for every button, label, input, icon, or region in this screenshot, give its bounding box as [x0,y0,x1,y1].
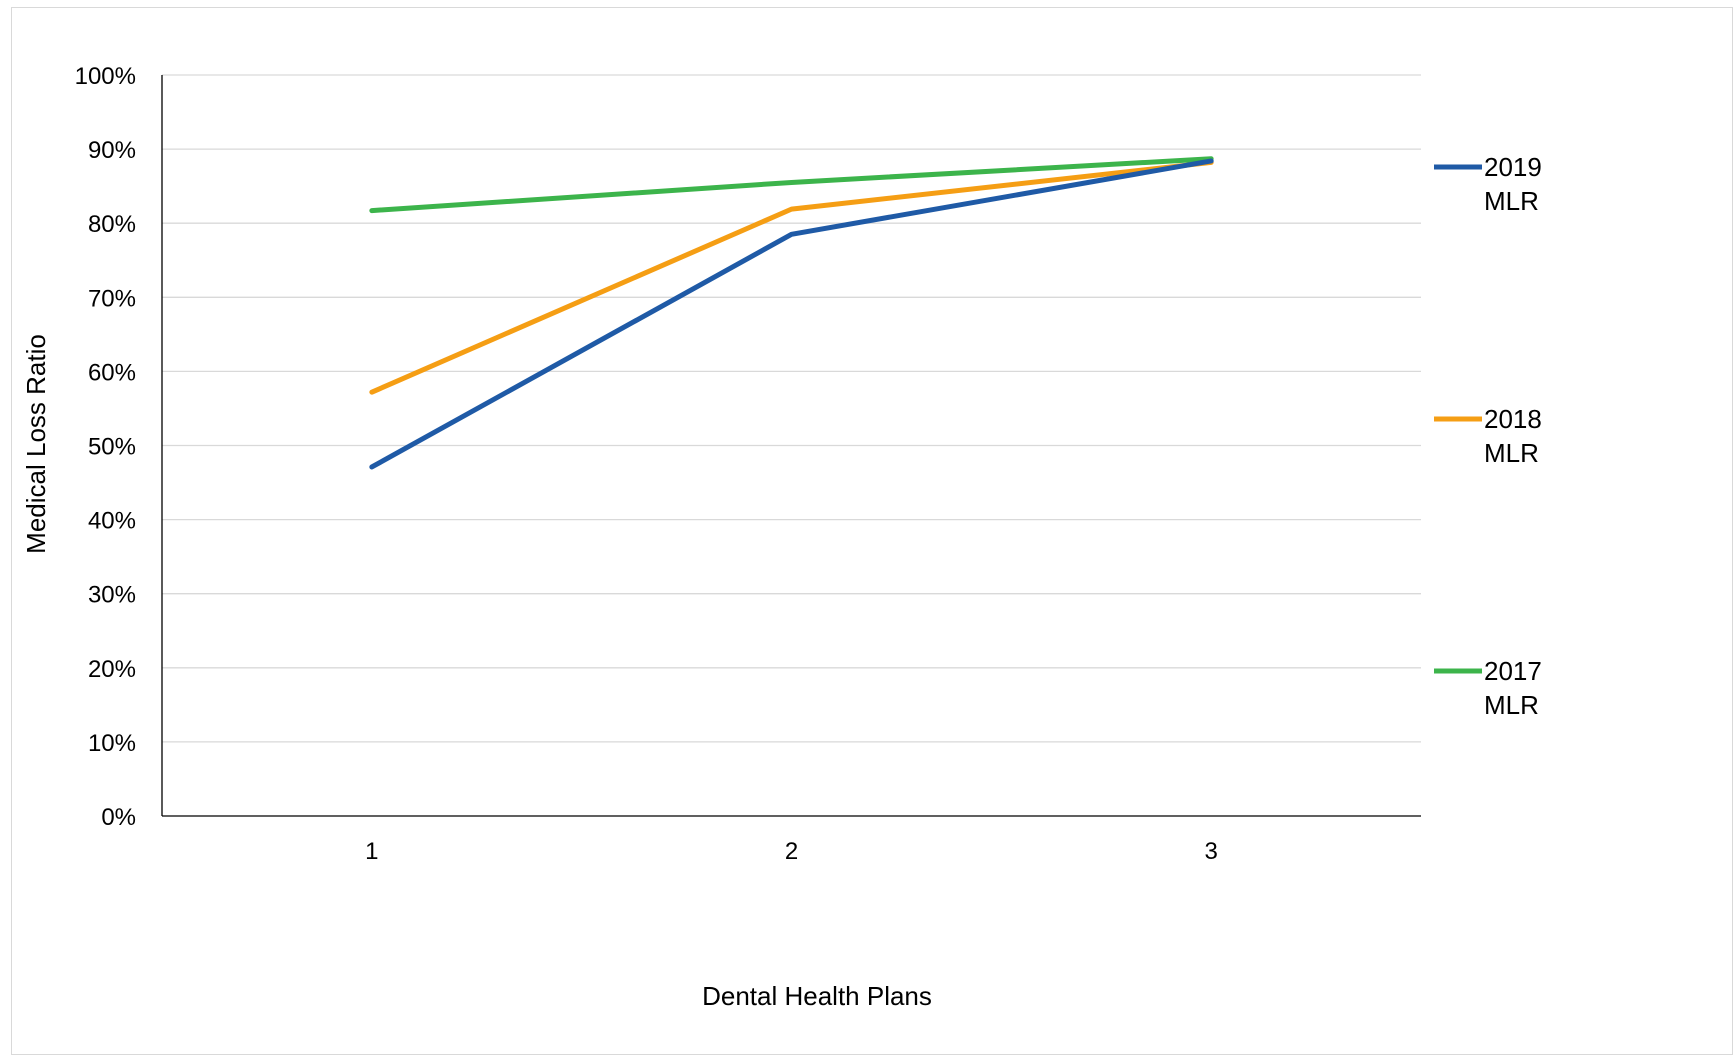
series-line [369,159,1214,395]
y-tick-label: 60% [88,359,136,386]
y-tick-label: 100% [75,63,136,90]
y-tick-labels: 0% 10% 20% 30% 40% 50% 60% 70% 80% 90% 100% [75,63,136,831]
y-tick-label: 0% [101,804,136,831]
x-tick-label: 3 [1204,838,1217,865]
x-tick-labels: 1 2 3 [365,838,1218,865]
legend-item: 2017 MLR [1434,656,1542,720]
y-tick-label: 10% [88,730,136,757]
axes [161,75,1421,817]
legend-item: 2019 MLR [1434,152,1542,216]
legend-label: 2018 MLR [1484,404,1542,468]
y-tick-label: 80% [88,211,136,238]
y-tick-label: 70% [88,285,136,312]
line-chart: 0% 10% 20% 30% 40% 50% 60% 70% 80% 90% 100% 1 2 3 20… [21,63,1542,1011]
y-tick-label: 40% [88,508,136,535]
y-tick-label: 90% [88,137,136,164]
x-axis-title: Dental Health Plans [702,981,932,1011]
series-line [369,156,1214,214]
y-axis-title: Medical Loss Ratio [21,334,51,554]
legend-label: 2019 MLR [1484,152,1542,216]
x-tick-label: 1 [365,838,378,865]
series-lines [369,156,1214,470]
legend: 2019 MLR 2018 MLR 2017 MLR [1434,152,1542,720]
series-line [369,158,1214,470]
y-tick-label: 50% [88,434,136,461]
chart-frame: 0% 10% 20% 30% 40% 50% 60% 70% 80% 90% 100% 1 2 3 20… [11,7,1733,1055]
legend-item: 2018 MLR [1434,404,1542,468]
legend-label: 2017 MLR [1484,656,1542,720]
y-tick-label: 30% [88,582,136,609]
y-tick-label: 20% [88,656,136,683]
x-tick-label: 2 [785,838,798,865]
gridlines [162,74,1421,743]
